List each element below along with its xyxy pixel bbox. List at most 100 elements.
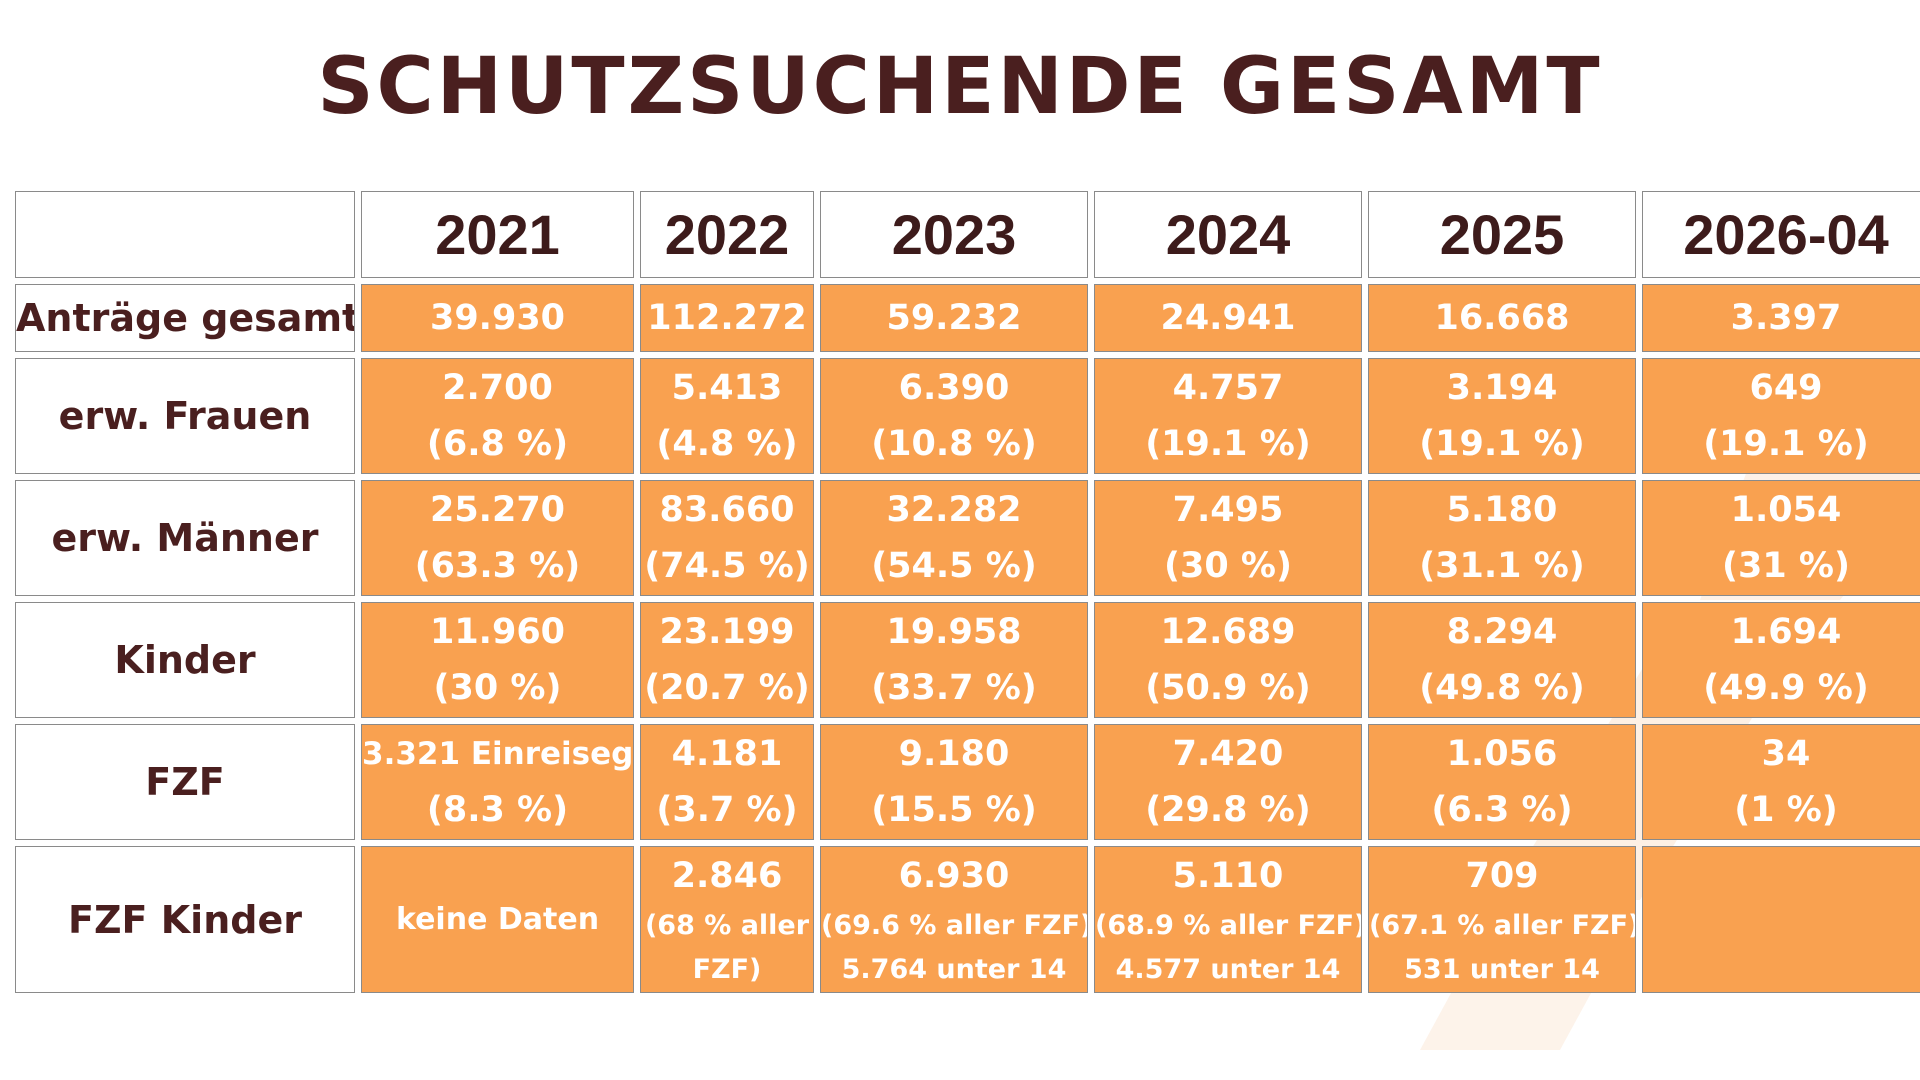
cell-value: 649 bbox=[1749, 368, 1823, 408]
table-row: erw. Frauen 2.700 (6.8 %) 5.413 (4.8 %) 6.… bbox=[15, 358, 1920, 474]
table-cell: keine Daten bbox=[361, 846, 634, 993]
table-cell: 83.660 (74.5 %) bbox=[640, 480, 814, 596]
cell-value: 2.846 bbox=[671, 855, 783, 896]
cell-share: (4.8 %) bbox=[656, 424, 798, 464]
cell-value: 34 bbox=[1761, 734, 1811, 774]
column-header-2024: 2024 bbox=[1094, 191, 1362, 278]
cell-value: 5.413 bbox=[671, 368, 783, 408]
cell-share: (19.1 %) bbox=[1419, 424, 1585, 464]
table-cell: 8.294 (49.8 %) bbox=[1368, 602, 1636, 718]
cell-share: (49.8 %) bbox=[1419, 668, 1585, 708]
table-cell: 3.321 Einreiseg. (8.3 %) bbox=[361, 724, 634, 840]
row-label: Anträge gesamt bbox=[15, 284, 355, 352]
cell-value: 59.232 bbox=[886, 298, 1022, 338]
table-cell: 32.282 (54.5 %) bbox=[820, 480, 1088, 596]
column-header-2026-04: 2026-04 bbox=[1642, 191, 1920, 278]
cell-value: 25.270 bbox=[429, 490, 566, 530]
cell-share: (30 %) bbox=[433, 668, 562, 708]
table-cell: 3.194 (19.1 %) bbox=[1368, 358, 1636, 474]
table-cell: 16.668 bbox=[1368, 284, 1636, 352]
cell-value: 83.660 bbox=[659, 490, 795, 530]
cell-extra: 5.764 unter 14 bbox=[841, 953, 1067, 985]
cell-value: 4.181 bbox=[671, 734, 783, 774]
cell-share: (31.1 %) bbox=[1419, 546, 1585, 586]
table-cell: 6.930 (69.6 % aller FZF) 5.764 unter 14 bbox=[820, 846, 1088, 993]
table-cell: 23.199 (20.7 %) bbox=[640, 602, 814, 718]
row-label: erw. Frauen bbox=[15, 358, 355, 474]
cell-share: (54.5 %) bbox=[871, 546, 1037, 586]
table-cell: 1.694 (49.9 %) bbox=[1642, 602, 1920, 718]
cell-value: 11.960 bbox=[429, 612, 566, 652]
cell-value: 39.930 bbox=[429, 298, 566, 338]
row-label: Kinder bbox=[15, 602, 355, 718]
cell-value: 3.194 bbox=[1446, 368, 1558, 408]
table-cell: 25.270 (63.3 %) bbox=[361, 480, 634, 596]
header-corner-cell bbox=[15, 191, 355, 278]
table-cell: 1.054 (31 %) bbox=[1642, 480, 1920, 596]
cell-value: 5.110 bbox=[1172, 855, 1284, 896]
cell-share: (3.7 %) bbox=[656, 790, 798, 830]
cell-extra: FZF) bbox=[692, 953, 762, 985]
cell-share: (19.1 %) bbox=[1703, 424, 1869, 464]
page-title: SCHUTZSUCHENDE GESAMT bbox=[317, 42, 1603, 132]
cell-value: 9.180 bbox=[898, 734, 1010, 774]
table-cell: 39.930 bbox=[361, 284, 634, 352]
cell-share: (29.8 %) bbox=[1145, 790, 1311, 830]
table-cell: 3.397 bbox=[1642, 284, 1920, 352]
cell-share: (20.7 %) bbox=[644, 668, 810, 708]
cell-share: (15.5 %) bbox=[871, 790, 1037, 830]
cell-share: (68.9 % aller FZF) bbox=[1095, 909, 1362, 941]
cell-value: 8.294 bbox=[1446, 612, 1558, 652]
cell-value: 6.930 bbox=[898, 855, 1010, 896]
table-row: Anträge gesamt 39.930 112.272 59.232 24.… bbox=[15, 284, 1920, 352]
cell-value: 7.495 bbox=[1172, 490, 1284, 530]
cell-value: 3.397 bbox=[1730, 298, 1842, 338]
cell-share: (30 %) bbox=[1164, 546, 1292, 586]
cell-share: (31 %) bbox=[1722, 546, 1850, 586]
cell-value: 19.958 bbox=[886, 612, 1022, 652]
cell-extra: 531 unter 14 bbox=[1404, 953, 1600, 985]
cell-share: (6.8 %) bbox=[426, 424, 569, 464]
row-label: FZF Kinder bbox=[15, 846, 355, 993]
column-header-2021: 2021 bbox=[361, 191, 634, 278]
cell-share: (50.9 %) bbox=[1145, 668, 1311, 708]
statistics-table: 2021 2022 2023 2024 2025 2026-04 Anträge… bbox=[9, 185, 1920, 999]
cell-value: 5.180 bbox=[1446, 490, 1558, 530]
table-cell: 4.181 (3.7 %) bbox=[640, 724, 814, 840]
table-cell: 112.272 bbox=[640, 284, 814, 352]
cell-extra: 4.577 unter 14 bbox=[1115, 953, 1341, 985]
header-row: 2021 2022 2023 2024 2025 2026-04 bbox=[15, 191, 1920, 278]
cell-value: 2.700 bbox=[442, 368, 553, 408]
cell-value: 112.272 bbox=[647, 298, 807, 338]
cell-value: 32.282 bbox=[886, 490, 1022, 530]
cell-value: 1.056 bbox=[1446, 734, 1558, 774]
table-cell: 5.110 (68.9 % aller FZF) 4.577 unter 14 bbox=[1094, 846, 1362, 993]
table-cell: 4.757 (19.1 %) bbox=[1094, 358, 1362, 474]
table-cell: 709 (67.1 % aller FZF) 531 unter 14 bbox=[1368, 846, 1636, 993]
cell-value: 4.757 bbox=[1172, 368, 1284, 408]
cell-value: keine Daten bbox=[395, 901, 600, 937]
cell-share: (49.9 %) bbox=[1703, 668, 1869, 708]
cell-share: (68 % aller bbox=[644, 909, 810, 941]
table-cell: 24.941 bbox=[1094, 284, 1362, 352]
cell-value: 24.941 bbox=[1160, 298, 1296, 338]
cell-share: (10.8 %) bbox=[871, 424, 1037, 464]
cell-value: 16.668 bbox=[1434, 298, 1570, 338]
cell-value: 3.321 Einreiseg. bbox=[362, 736, 634, 772]
table-cell: 6.390 (10.8 %) bbox=[820, 358, 1088, 474]
table-row: erw. Männer 25.270 (63.3 %) 83.660 (74.5 %… bbox=[15, 480, 1920, 596]
cell-share: (8.3 %) bbox=[426, 790, 569, 830]
table-cell: 649 (19.1 %) bbox=[1642, 358, 1920, 474]
table-row: FZF Kinder keine Daten 2.846 (68 % aller F… bbox=[15, 846, 1920, 993]
cell-value: 12.689 bbox=[1160, 612, 1296, 652]
table-cell: 1.056 (6.3 %) bbox=[1368, 724, 1636, 840]
cell-value: 7.420 bbox=[1172, 734, 1284, 774]
table-cell: 2.700 (6.8 %) bbox=[361, 358, 634, 474]
table-cell: 5.413 (4.8 %) bbox=[640, 358, 814, 474]
cell-share: (33.7 %) bbox=[871, 668, 1037, 708]
table-row: Kinder 11.960 (30 %) 23.199 (20.7 %) 19.95… bbox=[15, 602, 1920, 718]
cell-share: (67.1 % aller FZF) bbox=[1369, 909, 1636, 941]
row-label: FZF bbox=[15, 724, 355, 840]
column-header-2023: 2023 bbox=[820, 191, 1088, 278]
cell-share: (19.1 %) bbox=[1145, 424, 1311, 464]
